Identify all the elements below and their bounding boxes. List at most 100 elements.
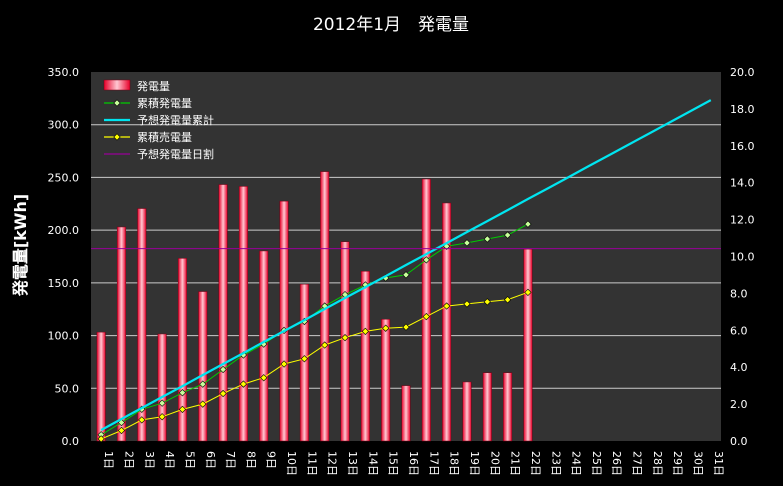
bar — [523, 248, 533, 442]
x-tick-label: 5日 — [183, 451, 196, 469]
data-point-marker — [300, 355, 309, 363]
bar — [299, 283, 309, 442]
y-tick-label: 200.0 — [48, 224, 80, 237]
x-tick-label: 22日 — [529, 451, 542, 476]
bar — [279, 200, 289, 442]
y2-tick-label: 18.0 — [730, 103, 755, 116]
data-point-marker — [178, 405, 187, 413]
bar — [116, 226, 127, 442]
data-point-marker — [524, 220, 532, 228]
x-tick-label: 16日 — [407, 451, 420, 476]
y2-tick-label: 16.0 — [730, 140, 755, 153]
data-point-marker — [341, 334, 349, 342]
legend-swatch — [103, 79, 131, 91]
bar — [503, 372, 513, 442]
y2-tick-label: 8.0 — [730, 287, 748, 300]
legend-label: 累積売電量 — [137, 130, 192, 144]
x-tick-label: 1日 — [102, 451, 115, 469]
bar — [96, 331, 106, 442]
y-tick-label: 50.0 — [55, 382, 80, 395]
data-point-marker — [260, 374, 268, 382]
y-tick-label: 350.0 — [48, 66, 80, 79]
data-point-marker — [361, 327, 369, 335]
bar — [442, 202, 452, 442]
y-tick-label: 0.0 — [62, 435, 80, 448]
x-tick-label: 28日 — [651, 451, 664, 476]
x-tick-label: 27日 — [631, 451, 644, 476]
x-tick-label: 31日 — [712, 451, 725, 476]
data-point-marker — [422, 256, 430, 264]
x-tick-label: 10日 — [285, 451, 298, 476]
legend-label: 累積発電量 — [137, 96, 192, 110]
x-tick-label: 2日 — [122, 451, 135, 469]
data-point-marker — [503, 296, 512, 304]
data-point-marker — [443, 302, 451, 310]
legend-label: 予想発電量日割 — [137, 147, 214, 161]
y2-tick-label: 2.0 — [730, 398, 748, 411]
x-tick-label: 17日 — [427, 451, 440, 476]
data-point-marker — [158, 399, 166, 407]
bar — [401, 385, 411, 442]
bar — [340, 241, 350, 442]
x-tick-label: 21日 — [509, 451, 522, 476]
bar — [482, 372, 492, 442]
data-point-marker — [138, 416, 146, 424]
series-line — [101, 291, 529, 440]
x-tick-label: 24日 — [570, 451, 583, 476]
data-point-marker — [239, 380, 248, 388]
data-point-marker — [503, 231, 512, 239]
legend-label: 予想発電量累計 — [137, 113, 214, 127]
data-point-marker — [382, 324, 390, 332]
x-tick-label: 18日 — [448, 451, 461, 476]
x-tick-label: 26日 — [610, 451, 623, 476]
y-axis-label: 発電量[kWh] — [11, 194, 30, 297]
right-axis-ticks: 0.0 2.0 4.0 6.0 8.0 10.0 12.0 14.0 16.0 18.0 20.0 — [730, 66, 755, 448]
data-point-marker — [117, 426, 126, 435]
x-tick-label: 13日 — [346, 451, 359, 476]
y2-tick-label: 12.0 — [730, 214, 755, 227]
x-tick-label: 30日 — [692, 451, 705, 476]
y2-tick-label: 10.0 — [730, 251, 755, 264]
x-tick-label: 8日 — [244, 451, 257, 469]
y-tick-label: 150.0 — [48, 277, 80, 290]
data-point-marker — [280, 360, 288, 368]
data-point-marker — [199, 380, 207, 388]
grid-lines — [91, 124, 721, 389]
data-point-marker — [483, 298, 491, 306]
data-point-marker — [483, 235, 491, 243]
data-point-marker — [97, 435, 105, 443]
y2-tick-label: 14.0 — [730, 177, 755, 190]
data-point-marker — [463, 239, 471, 247]
bar — [157, 333, 167, 442]
bar — [360, 271, 370, 442]
bar — [137, 208, 147, 442]
bar — [381, 318, 391, 442]
y-tick-label: 300.0 — [48, 119, 80, 132]
x-axis-ticks: 1日 2日 3日 4日 5日 6日 7日 8日 9日 10日 11日 12日 13日 14日 15日 16日 1… — [102, 451, 725, 476]
bar — [238, 186, 248, 442]
left-axis-ticks: 0.0 50.0 100.0 150.0 200.0 250.0 300.0 350.0 — [48, 66, 80, 448]
data-point-marker — [199, 400, 207, 408]
y2-tick-label: 4.0 — [730, 361, 748, 374]
bar — [198, 291, 208, 442]
x-tick-label: 29日 — [671, 451, 684, 476]
legend-marker — [113, 133, 121, 141]
y-tick-label: 100.0 — [48, 330, 80, 343]
x-tick-label: 23日 — [549, 451, 562, 476]
x-tick-label: 4日 — [163, 451, 176, 469]
data-point-marker — [402, 271, 410, 279]
legend-label: 発電量 — [137, 79, 170, 93]
bar — [421, 178, 431, 442]
x-tick-label: 3日 — [143, 451, 156, 469]
series-line — [100, 99, 712, 431]
data-point-marker — [321, 341, 329, 349]
data-point-marker — [524, 288, 532, 296]
x-tick-label: 19日 — [468, 451, 481, 476]
x-tick-label: 7日 — [224, 451, 237, 469]
x-tick-label: 20日 — [488, 451, 501, 476]
data-point-marker — [219, 365, 227, 374]
data-point-marker — [402, 323, 410, 331]
x-tick-label: 11日 — [305, 451, 318, 476]
